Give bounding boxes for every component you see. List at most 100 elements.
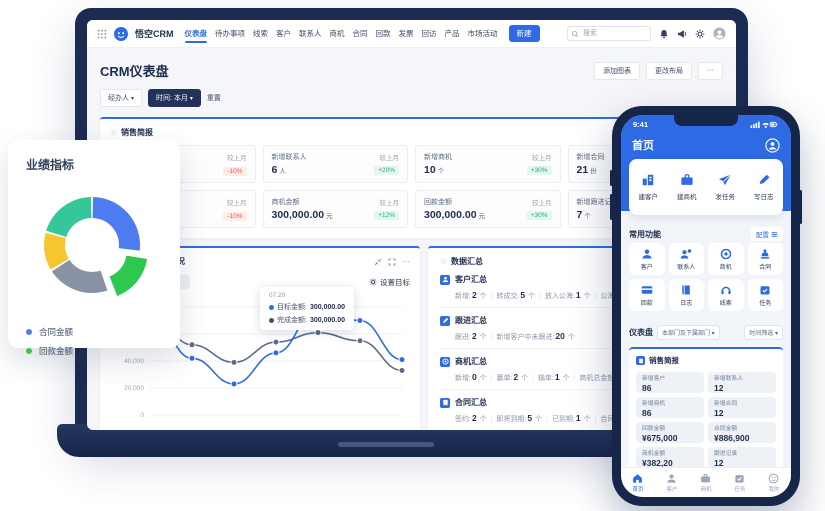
drag-handle-icon[interactable] bbox=[440, 257, 447, 266]
quick-action-label: 发任务 bbox=[715, 194, 736, 201]
legend-item: 回款金额 bbox=[26, 345, 162, 357]
apps-grid-icon[interactable] bbox=[97, 29, 107, 39]
phone-statusbar: 9:41 bbox=[621, 120, 791, 129]
app-tile-target[interactable]: 商机 bbox=[708, 243, 744, 275]
page-title: CRM仪表盘 bbox=[100, 64, 169, 79]
app-tile-user[interactable]: 客户 bbox=[629, 243, 665, 275]
tab-smiley[interactable]: 我的 bbox=[768, 473, 780, 493]
collapse-icon[interactable] bbox=[374, 258, 382, 266]
app-tile-stamp[interactable]: 合同 bbox=[747, 243, 783, 275]
phone-screen: 9:41 首页 建客户 建商机 发任务 写日志 常用功能 配置 客户 联系人 商机 合同 回款… bbox=[621, 115, 791, 497]
department-filter[interactable]: 本部门及下属部门 ▾ bbox=[657, 325, 720, 340]
metric-delta-badge: -10% bbox=[223, 167, 247, 176]
tab-calendar[interactable]: 任务 bbox=[734, 473, 746, 493]
metric-value: 10 个 bbox=[424, 164, 445, 176]
nav-item-4[interactable]: 客户 bbox=[276, 29, 291, 38]
summary-section-title: 商机汇总 bbox=[455, 357, 487, 366]
metric-label: 回款金额 bbox=[424, 199, 452, 206]
chart-tooltip: 07.20 目标金额: 300,000.00 完成金额: 300,000.00 bbox=[260, 287, 354, 330]
metric-delta-badge: -10% bbox=[223, 212, 247, 221]
new-button[interactable]: 新建 bbox=[508, 25, 540, 42]
top-navbar: 悟空CRM 仪表盘 待办事项 线索 客户 联系人 商机 合同 回款 发票 回访 产品 市场活动 新建 bbox=[87, 20, 736, 48]
more-options-icon[interactable]: ··· bbox=[402, 256, 410, 266]
nav-item-11[interactable]: 产品 bbox=[444, 29, 460, 38]
search-input[interactable] bbox=[567, 26, 651, 41]
time-filter[interactable]: 时间: 本月 ▾ bbox=[148, 89, 201, 107]
metric-value: 300,000.00 元 bbox=[424, 209, 486, 221]
quick-action-building[interactable]: 建客户 bbox=[639, 173, 658, 201]
metric-unit: 人 bbox=[279, 168, 286, 175]
phone-stat-6: 合同金额 ¥886,900 bbox=[708, 422, 776, 443]
drag-handle-icon[interactable] bbox=[110, 128, 117, 137]
navbar-right bbox=[567, 26, 726, 41]
phone-brief-title: 销售简报 bbox=[649, 356, 679, 365]
search-box bbox=[567, 26, 651, 41]
quick-action-label: 建商机 bbox=[677, 194, 697, 201]
summary-section-title: 合同汇总 bbox=[455, 398, 487, 407]
kpi-floating-card: 业绩指标 合同金额 回款金额 bbox=[8, 140, 180, 356]
phone-power-button bbox=[799, 190, 802, 224]
page-action-1[interactable]: 添加图表 bbox=[594, 61, 640, 80]
app-tile-headset[interactable]: 线索 bbox=[708, 279, 744, 311]
reset-button[interactable]: 重置 bbox=[206, 95, 221, 102]
fullscreen-icon[interactable] bbox=[388, 258, 396, 266]
metric-unit: 个 bbox=[437, 168, 445, 175]
phone-stats-grid: 新增客户 86 新增联系人 12 新增商机 86 新增合同 12 回款金额 ¥675,000 合同金… bbox=[636, 372, 776, 468]
nav-item-1[interactable]: 仪表盘 bbox=[184, 21, 207, 46]
tab-briefcase[interactable]: 商机 bbox=[700, 473, 712, 493]
app-tile-calendar[interactable]: 任务 bbox=[747, 279, 783, 311]
quick-actions-card: 建客户 建商机 发任务 写日志 bbox=[629, 159, 783, 215]
metric-compare-label: 较上月 bbox=[379, 200, 400, 207]
tooltip-series-label: 完成金额: bbox=[277, 317, 307, 324]
nav-item-10[interactable]: 回访 bbox=[421, 29, 437, 38]
nav-item-6[interactable]: 商机 bbox=[329, 29, 345, 38]
tooltip-row: 完成金额: 300,000.00 bbox=[269, 315, 345, 325]
stat-label: 回款金额 bbox=[642, 425, 666, 432]
quick-action-pen[interactable]: 写日志 bbox=[754, 173, 774, 201]
page-action-2[interactable]: 更改布局 bbox=[646, 61, 692, 80]
announcement-horn-icon[interactable] bbox=[677, 29, 687, 39]
nav-item-7[interactable]: 合同 bbox=[352, 29, 368, 38]
configure-button[interactable]: 配置 bbox=[751, 227, 783, 241]
user-avatar[interactable] bbox=[713, 27, 726, 40]
metric-delta-badge: +30% bbox=[526, 210, 552, 220]
app-tile-card[interactable]: 回款 bbox=[629, 279, 665, 311]
nav-item-9[interactable]: 发票 bbox=[398, 29, 414, 38]
quick-action-send[interactable]: 发任务 bbox=[715, 173, 736, 201]
stat-label: 新增合同 bbox=[714, 400, 738, 407]
nav-item-2[interactable]: 待办事项 bbox=[215, 29, 245, 38]
stat-label: 商机金额 bbox=[642, 450, 666, 457]
nav-item-8[interactable]: 回款 bbox=[375, 29, 391, 38]
status-time: 9:41 bbox=[633, 120, 649, 129]
time-filter-phone[interactable]: 时间筛选 ▾ bbox=[744, 325, 783, 340]
gear-icon bbox=[369, 278, 377, 286]
wukong-logo-icon bbox=[114, 26, 128, 41]
nav-item-5[interactable]: 联系人 bbox=[299, 29, 322, 38]
metric-unit: 个 bbox=[584, 213, 591, 220]
stat-label: 新增联系人 bbox=[714, 375, 743, 382]
owner-filter[interactable]: 经办人 ▾ bbox=[100, 89, 143, 107]
page-action-3[interactable]: ··· bbox=[698, 61, 723, 80]
stat-value: ¥382,20 bbox=[642, 457, 673, 468]
status-signal-wifi-battery-icons bbox=[749, 120, 779, 129]
app-tile-book[interactable]: 日志 bbox=[668, 279, 704, 311]
tab-home[interactable]: 首页 bbox=[632, 473, 644, 493]
app-tile-contact[interactable]: 联系人 bbox=[668, 243, 704, 275]
brief-icon bbox=[636, 356, 645, 365]
set-target-button[interactable]: 设置目标 bbox=[369, 277, 410, 288]
phone-avatar-icon[interactable] bbox=[765, 137, 780, 153]
tab-user[interactable]: 客户 bbox=[666, 473, 678, 493]
stat-value: 12 bbox=[714, 457, 724, 468]
legend-dot bbox=[26, 329, 32, 335]
notification-bell-icon[interactable] bbox=[659, 29, 669, 39]
legend-label: 合同金额 bbox=[39, 327, 74, 337]
quick-action-briefcase[interactable]: 建商机 bbox=[677, 173, 697, 201]
nav-item-3[interactable]: 线索 bbox=[253, 29, 268, 38]
settings-gear-icon[interactable] bbox=[695, 29, 705, 39]
calendar-icon bbox=[734, 473, 745, 484]
nav-item-12[interactable]: 市场活动 bbox=[467, 29, 498, 38]
pen-icon bbox=[757, 173, 771, 187]
phone-dashboard-row: 仪表盘 本部门及下属部门 ▾ 时间筛选 ▾ bbox=[629, 325, 783, 340]
